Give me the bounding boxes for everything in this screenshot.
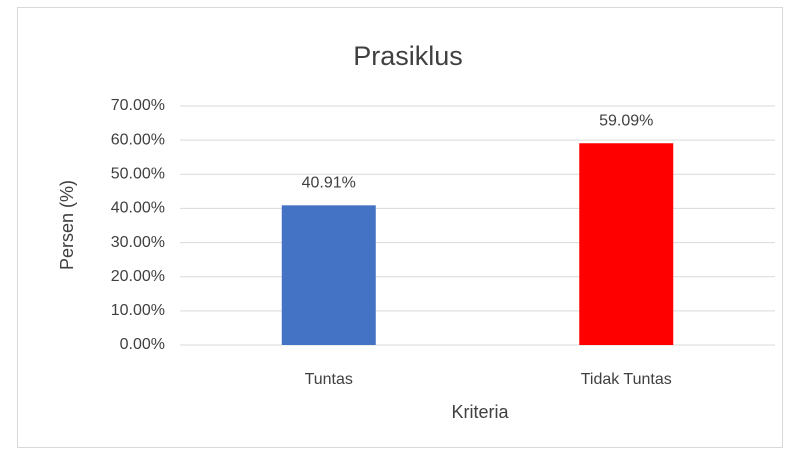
x-tick-label: Tidak Tuntas — [581, 371, 672, 388]
y-tick-label: 0.00% — [120, 336, 165, 353]
chart-title: Prasiklus — [353, 41, 463, 71]
x-tick-label: Tuntas — [305, 371, 353, 388]
y-tick-label: 50.00% — [111, 166, 165, 183]
y-tick-label: 10.00% — [111, 302, 165, 319]
y-tick-label: 20.00% — [111, 268, 165, 285]
y-tick-label: 70.00% — [111, 97, 165, 114]
data-label: 40.91% — [302, 175, 356, 192]
y-tick-label: 30.00% — [111, 234, 165, 251]
y-tick-label: 60.00% — [111, 131, 165, 148]
data-label: 59.09% — [599, 112, 653, 129]
x-axis-label: Kriteria — [451, 402, 509, 422]
y-axis-label: Persen (%) — [57, 180, 77, 270]
bar — [281, 205, 376, 345]
bar — [579, 143, 674, 345]
y-tick-label: 40.00% — [111, 200, 165, 217]
